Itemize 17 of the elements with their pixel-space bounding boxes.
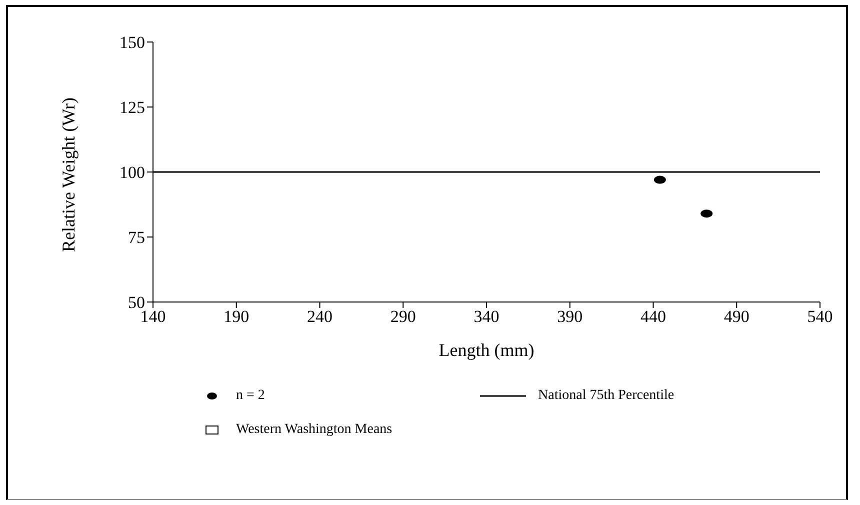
x-tick-label: 290 bbox=[390, 307, 416, 326]
x-tick-label: 340 bbox=[474, 307, 500, 326]
x-tick-label: 190 bbox=[224, 307, 250, 326]
y-tick-label: 125 bbox=[120, 98, 145, 118]
y-tick-label: 150 bbox=[120, 33, 145, 52]
y-axis-title: Relative Weight (Wr) bbox=[58, 98, 78, 252]
y-tick-label: 75 bbox=[128, 228, 145, 248]
x-tick-label: 540 bbox=[807, 307, 833, 326]
legend-label: n = 2 bbox=[236, 388, 265, 404]
x-axis-title: Length (mm) bbox=[438, 340, 534, 360]
x-tick-label: 440 bbox=[640, 307, 666, 326]
legend-label: Western Washington Means bbox=[236, 422, 392, 438]
x-tick-label: 240 bbox=[307, 307, 332, 326]
x-tick-label: 490 bbox=[724, 307, 750, 326]
y-tick-label: 100 bbox=[120, 163, 145, 182]
legend-label: National 75th Percentile bbox=[538, 388, 674, 404]
x-tick-label: 390 bbox=[557, 307, 583, 326]
